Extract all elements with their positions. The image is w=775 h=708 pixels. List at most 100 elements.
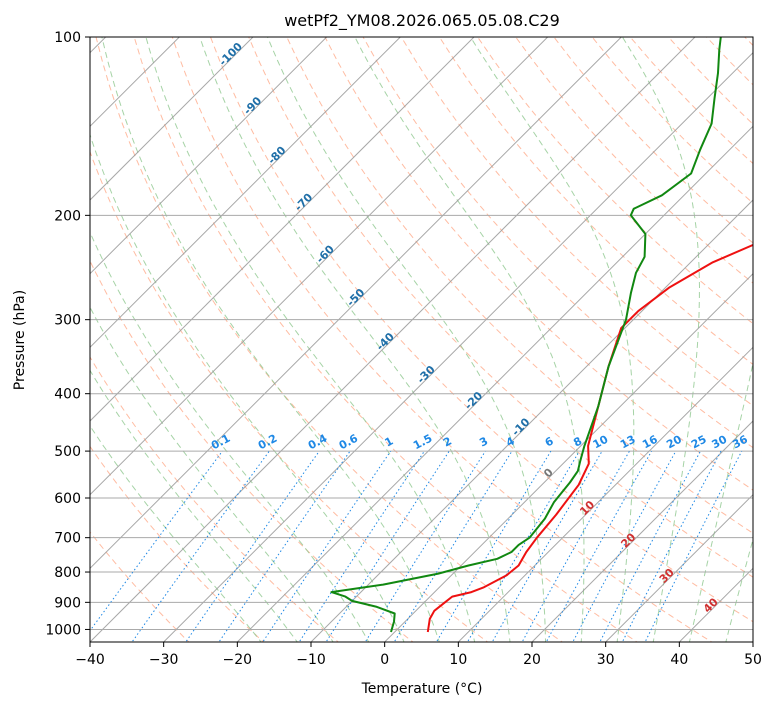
- plot-area: 0.1 0.2 0.4 0.6 1 1.5 2 3 4 6 8 10 13 16 20 25 30 36-100-…: [90, 37, 753, 642]
- profile-series: [330, 37, 753, 633]
- moist-adiabat-line: [145, 37, 476, 642]
- isotherm-line: [531, 420, 753, 642]
- isotherm-line: [310, 199, 753, 642]
- isotherm-line: [236, 125, 753, 642]
- x-tick-label: 0: [380, 652, 389, 668]
- isotherm-label: 10: [577, 498, 597, 518]
- x-axis-ticks: −40 −30 −20 −10 0 10 20 30 40 50: [75, 642, 762, 668]
- mixing-ratio-label: 30: [710, 433, 730, 452]
- dry-adiabat-line: [90, 259, 414, 642]
- mixing-ratio-label: 1.5: [411, 432, 434, 453]
- y-tick-label: 700: [54, 531, 81, 547]
- y-tick-label: 200: [54, 208, 81, 224]
- isotherm-line: [752, 641, 753, 642]
- mixing-ratio-line: [325, 450, 450, 642]
- isotherm-line: [90, 37, 549, 496]
- isotherm-line: [90, 37, 328, 275]
- mixing-ratio-label: 16: [640, 433, 660, 452]
- mixing-ratio-line: [131, 450, 270, 642]
- dry-adiabat-line: [515, 37, 753, 284]
- x-tick-label: −40: [75, 652, 105, 668]
- dry-adiabat-line: [171, 37, 713, 642]
- isotherm-line: [90, 37, 622, 570]
- isotherm-line: [457, 346, 753, 642]
- dry-adiabat-line: [400, 37, 753, 407]
- isotherm-label: -90: [241, 94, 264, 117]
- x-tick-label: 50: [744, 652, 762, 668]
- dry-adiabat-line: [477, 37, 753, 325]
- dry-adiabat-line: [210, 37, 753, 623]
- x-tick-label: 30: [597, 652, 615, 668]
- mixing-ratio-line: [90, 450, 223, 632]
- mixing-ratio-line: [262, 450, 392, 642]
- isotherm-line: [90, 37, 475, 422]
- dry-adiabat-line: [90, 445, 265, 642]
- x-tick-label: −20: [223, 652, 253, 668]
- isotherm-label: -60: [314, 242, 337, 265]
- mixing-ratio-label: 8: [571, 434, 584, 449]
- mixing-ratio-line: [298, 450, 425, 642]
- dry-adiabat-line: [591, 37, 753, 204]
- isotherm-line: [90, 37, 696, 642]
- mixing-ratio-line: [364, 450, 486, 642]
- y-axis-ticks: 100 200 300 400 500 600 700 800 900 1000: [45, 30, 90, 638]
- y-tick-label: 1000: [45, 622, 81, 638]
- mixing-ratio-label: 1: [383, 434, 396, 449]
- y-tick-label: 600: [54, 491, 81, 507]
- moist-adiabat-line: [725, 537, 753, 642]
- isotherm-line: [90, 37, 254, 201]
- y-tick-label: 400: [54, 387, 81, 403]
- moist-adiabat-line: [90, 231, 370, 642]
- x-tick-label: −30: [149, 652, 179, 668]
- y-axis-label: Pressure (hPa): [12, 290, 28, 390]
- y-tick-label: 900: [54, 595, 81, 611]
- isotherm-label: -10: [509, 415, 532, 438]
- isotherm-label: -40: [374, 330, 397, 353]
- isotherms: [90, 37, 753, 642]
- chart-title: wetPf2_YM08.2026.065.05.08.C29: [284, 11, 560, 31]
- x-axis-label: Temperature (°C): [361, 681, 483, 697]
- isotherm-label: -100: [216, 40, 245, 69]
- isotherm-label: 40: [701, 595, 721, 615]
- x-tick-label: −10: [296, 652, 326, 668]
- mixing-ratio-line: [644, 450, 743, 642]
- mixing-ratio-line: [621, 450, 722, 642]
- y-tick-label: 100: [54, 30, 81, 46]
- dry-adiabat-line: [248, 37, 753, 578]
- mixing-ratio-line: [572, 450, 677, 642]
- isotherm-label: -20: [462, 389, 485, 412]
- dry-adiabat-line: [286, 37, 753, 534]
- dry-adiabat-line: [553, 37, 753, 244]
- moist-adiabat-line: [621, 37, 701, 642]
- x-tick-label: 10: [449, 652, 467, 668]
- isotherm-label: -30: [415, 363, 438, 386]
- dry-adiabat-line: [90, 531, 190, 642]
- mixing-ratio-label: 13: [618, 433, 638, 452]
- moist-adiabat-line: [199, 37, 511, 642]
- mixing-ratio-line: [466, 450, 580, 642]
- moist-adiabat-line: [90, 133, 405, 642]
- mixing-ratio-line: [435, 450, 552, 642]
- mixing-ratio-line: [599, 450, 701, 642]
- mixing-ratio-line: [393, 450, 513, 642]
- dewpoint-profile-line: [330, 37, 722, 633]
- moist-adiabat-line: [470, 37, 635, 642]
- x-tick-label: 20: [523, 652, 541, 668]
- mixing-ratio-label: 2: [441, 434, 454, 449]
- dry-adiabat-line: [362, 37, 753, 449]
- dry-adiabat-line: [438, 37, 753, 366]
- mixing-ratio-lines: [90, 450, 743, 642]
- y-tick-label: 300: [54, 313, 81, 329]
- y-tick-label: 500: [54, 444, 81, 460]
- mixing-ratio-label: 25: [689, 433, 709, 452]
- mixing-ratio-line: [185, 450, 320, 642]
- dry-adiabat-line: [90, 150, 489, 642]
- isotherm-label: -80: [265, 144, 288, 167]
- mixing-ratio-label: 36: [730, 433, 750, 452]
- x-tick-label: 40: [670, 652, 688, 668]
- y-tick-label: 800: [54, 565, 81, 581]
- isotherm-line: [678, 567, 753, 642]
- mixing-ratio-line: [218, 450, 351, 642]
- moist-adiabat-line: [688, 360, 753, 642]
